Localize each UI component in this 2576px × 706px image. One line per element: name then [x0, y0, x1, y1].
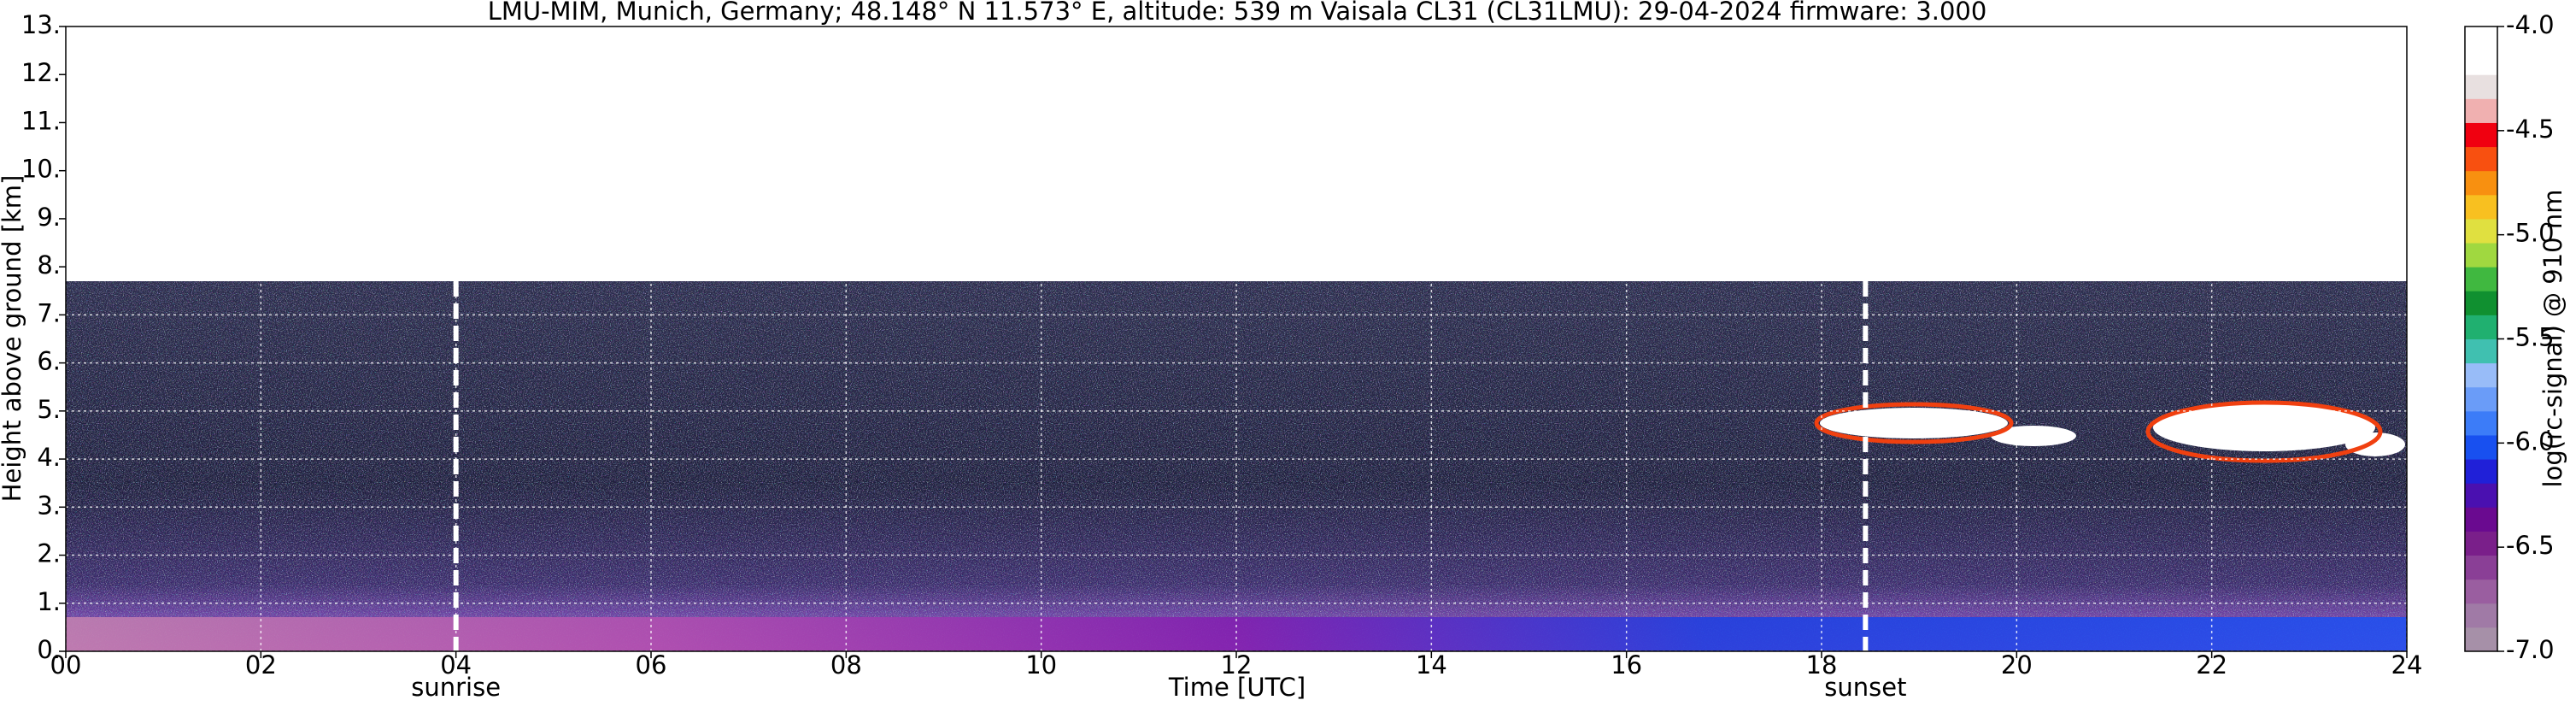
x-tick-label: 12: [1221, 650, 1253, 680]
colorbar-segment: [2465, 170, 2497, 196]
colorbar-tick-label: -6.5: [2506, 531, 2555, 560]
colorbar-segment: [2465, 531, 2497, 556]
colorbar-segment: [2465, 122, 2497, 148]
y-tick-label: 4.: [37, 443, 61, 472]
colorbar-label: log(rc-signal) @ 910 nm: [2538, 190, 2567, 488]
y-tick-label: 11.: [21, 106, 61, 135]
x-axis-label: Time [UTC]: [1168, 673, 1306, 702]
colorbar-segment: [2465, 50, 2497, 75]
colorbar-segment: [2465, 362, 2497, 388]
colorbar-segment: [2465, 555, 2497, 580]
y-tick-label: 6.: [37, 347, 61, 376]
colorbar-tick-label: -5.5: [2506, 323, 2555, 352]
x-tick-label: 20: [2001, 650, 2033, 680]
y-tick-label: 12.: [21, 58, 61, 87]
heatmap-texture: [66, 281, 2407, 651]
colorbar-segment: [2465, 315, 2497, 339]
x-tick-label: 08: [830, 650, 862, 680]
colorbar-segment: [2465, 74, 2497, 99]
annotation-label: sunset: [1824, 673, 1906, 702]
y-tick-label: 1.: [37, 587, 61, 616]
y-axis-label: Height above ground [km]: [0, 175, 26, 503]
colorbar-tick-label: -4.0: [2506, 10, 2555, 39]
x-tick-label: 16: [1611, 650, 1642, 680]
y-tick-label: 7.: [37, 298, 61, 327]
marks: [453, 281, 1869, 651]
colorbar-segment: [2465, 218, 2497, 244]
x-tick-label: 14: [1416, 650, 1447, 680]
colorbar-tick-label: -7.0: [2506, 635, 2555, 664]
annotation-label: sunrise: [411, 673, 501, 702]
colorbar-segment: [2465, 603, 2497, 628]
x-tick-label: 06: [636, 650, 667, 680]
colorbar-segment: [2465, 291, 2497, 315]
colorbar-segment: [2465, 459, 2497, 484]
colorbar-segment: [2465, 98, 2497, 123]
colorbar-segment: [2465, 146, 2497, 172]
y-tick-label: 2.: [37, 539, 61, 568]
y-tick-label: 8.: [37, 250, 61, 279]
y-tick-label: 5.: [37, 395, 61, 424]
colorbar-segment: [2465, 434, 2497, 460]
colorbar-tick-label: -4.5: [2506, 115, 2555, 144]
x-tick-label: 10: [1025, 650, 1057, 680]
colorbar-segment: [2465, 386, 2497, 412]
x-tick-label: 24: [2391, 650, 2423, 680]
colorbar-segment: [2465, 267, 2497, 291]
x-tick-label: 22: [2196, 650, 2227, 680]
colorbar-segment: [2465, 507, 2497, 532]
colorbar-segment: [2465, 483, 2497, 508]
colorbar-segment: [2465, 579, 2497, 604]
colorbar-tick-label: -5.0: [2506, 219, 2555, 248]
x-tick-label: 18: [1806, 650, 1838, 680]
colorbar-segment: [2465, 410, 2497, 436]
colorbar-segment: [2465, 194, 2497, 220]
x-tick-label: 04: [440, 650, 472, 680]
colorbar-segment: [2465, 26, 2497, 51]
y-tick-label: 10.: [21, 155, 61, 184]
y-tick-label: 0.: [37, 635, 61, 664]
y-tick-label: 13.: [21, 10, 61, 39]
colorbar-segment: [2465, 338, 2497, 364]
colorbar-segment: [2465, 627, 2497, 652]
x-tick-label: 00: [50, 650, 82, 680]
x-tick-label: 02: [245, 650, 277, 680]
colorbar-tick-label: -6.0: [2506, 427, 2555, 456]
colorbar-segment: [2465, 243, 2497, 268]
y-tick-label: 3.: [37, 491, 61, 520]
chart-title: LMU-MIM, Munich, Germany; 48.148° N 11.5…: [488, 0, 1987, 26]
y-tick-label: 9.: [37, 203, 61, 232]
